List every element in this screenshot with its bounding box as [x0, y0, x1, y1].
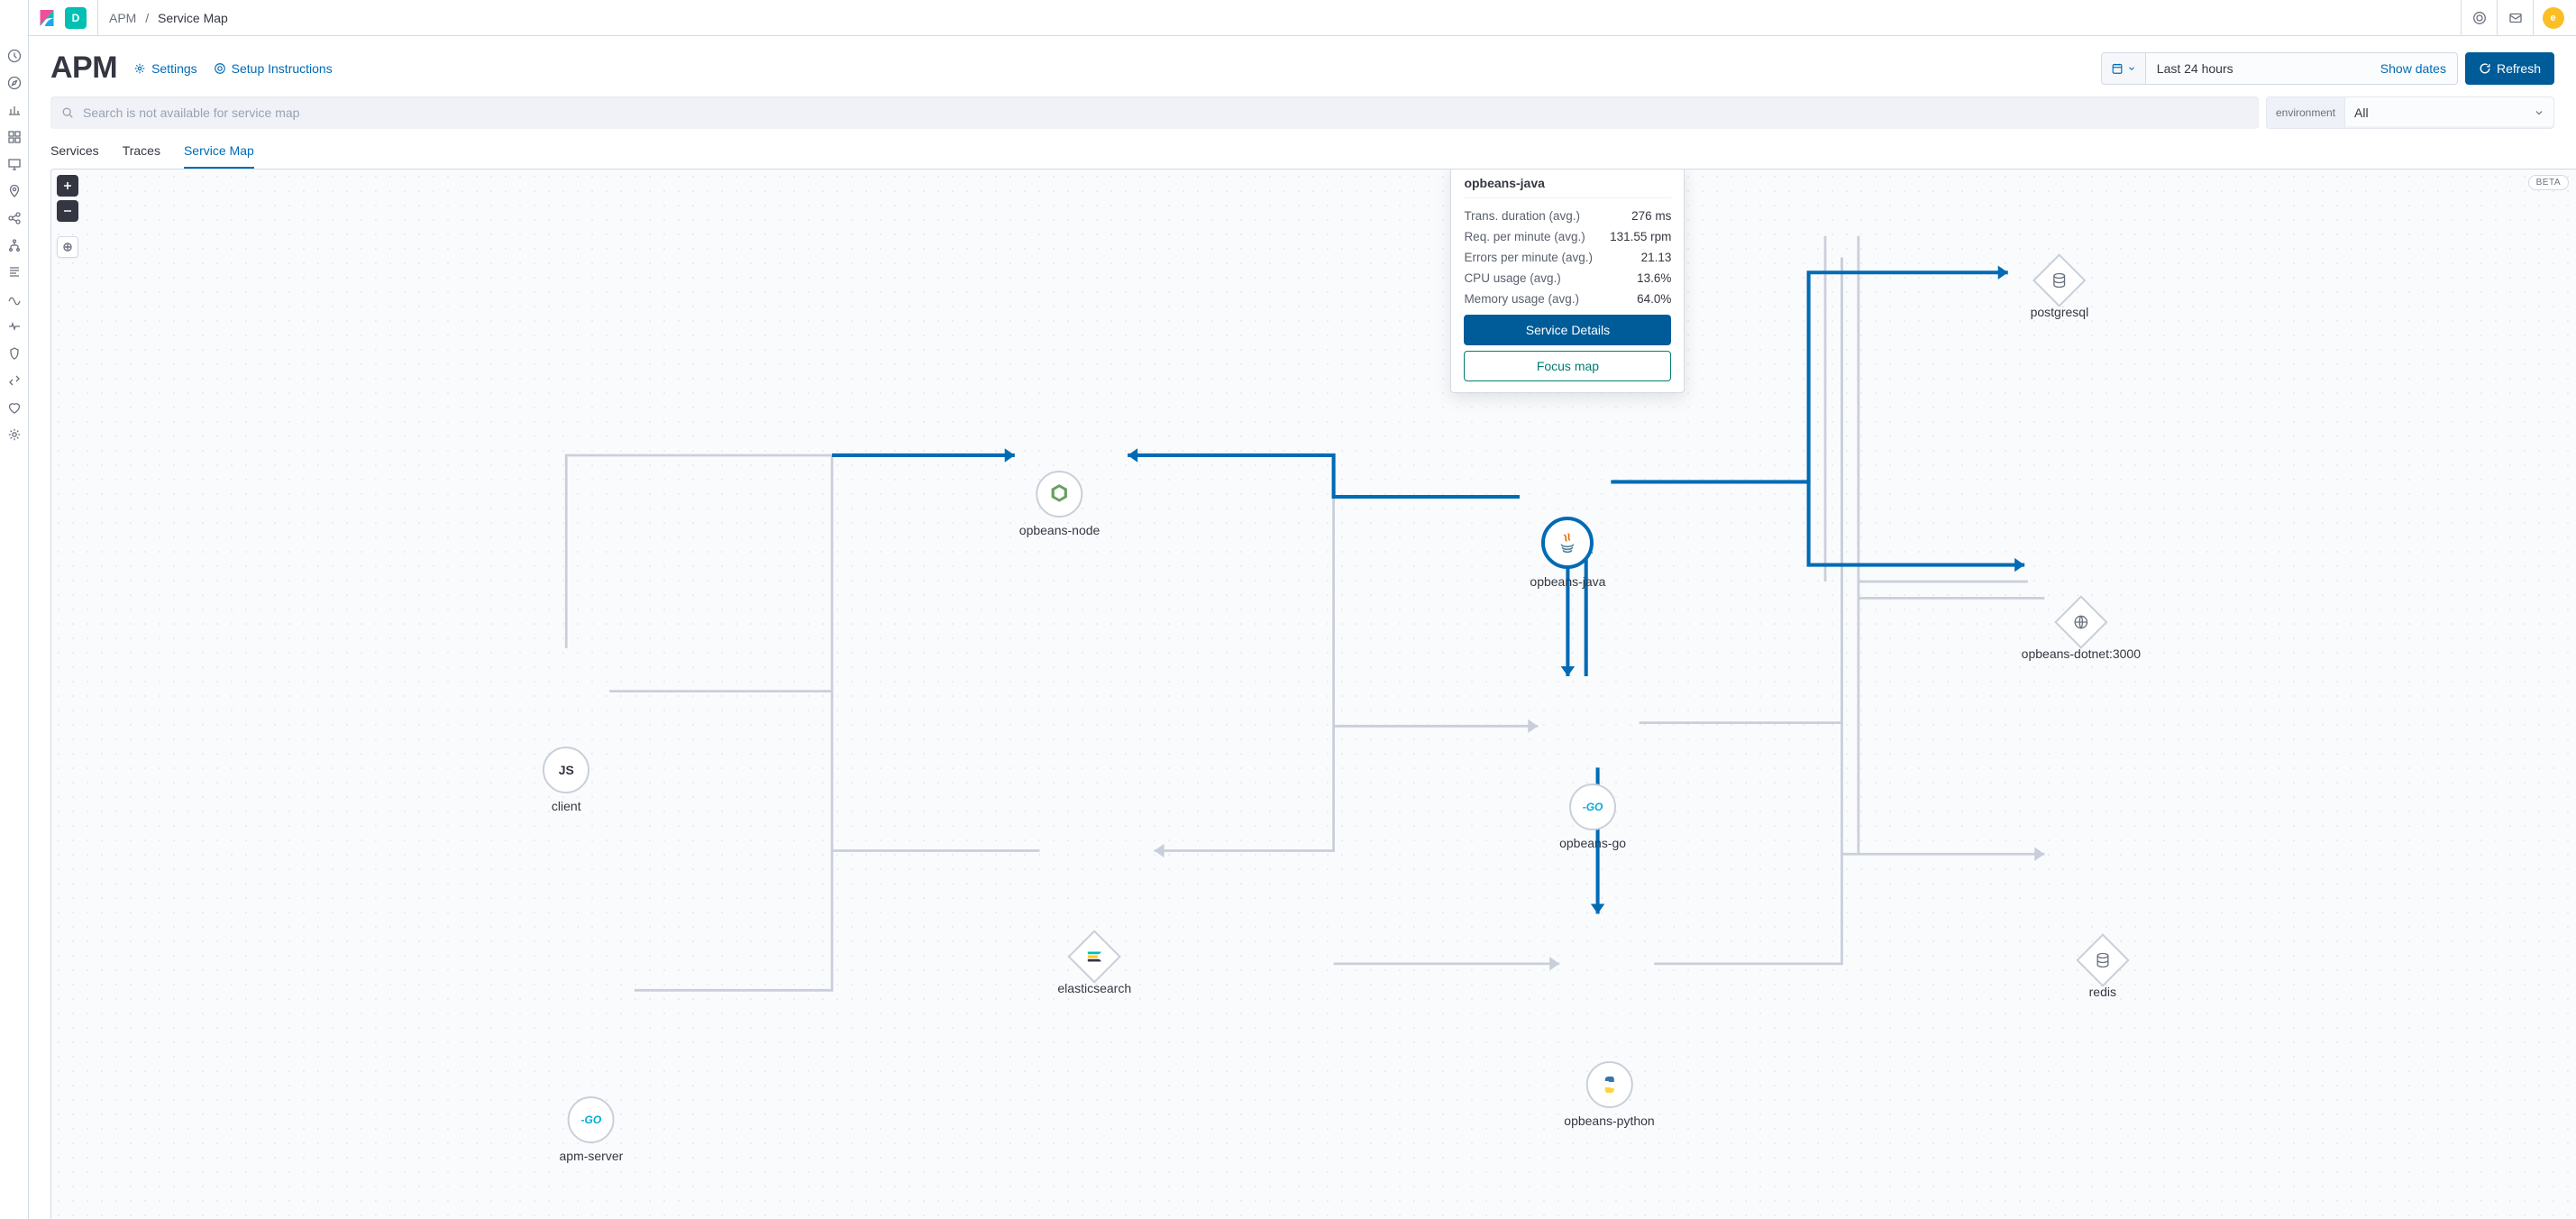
popover-row: Trans. duration (avg.)276 ms	[1464, 206, 1671, 226]
popover-row: Memory usage (avg.)64.0%	[1464, 289, 1671, 309]
tab-services[interactable]: Services	[50, 143, 99, 169]
node-opbeans-python[interactable]: opbeans-python	[1564, 1061, 1654, 1128]
tab-traces[interactable]: Traces	[123, 143, 160, 169]
service-popover: opbeans-java Trans. duration (avg.)276 m…	[1450, 169, 1685, 393]
search-placeholder: Search is not available for service map	[83, 105, 299, 120]
setup-link[interactable]: Setup Instructions	[214, 61, 333, 76]
dashboard-icon[interactable]	[7, 130, 22, 144]
node-elasticsearch[interactable]: elasticsearch	[1057, 938, 1131, 995]
canvas-icon[interactable]	[7, 157, 22, 171]
uptime-icon[interactable]	[7, 319, 22, 334]
monitor-icon[interactable]	[7, 400, 22, 415]
page-title: APM	[50, 50, 117, 86]
node-redis[interactable]: redis	[2084, 941, 2122, 999]
node-label: client	[552, 799, 581, 813]
apm-icon[interactable]	[7, 292, 22, 307]
maps-icon[interactable]	[7, 184, 22, 198]
service-details-button[interactable]: Service Details	[1464, 315, 1671, 345]
node-label: opbeans-java	[1530, 574, 1605, 589]
refresh-button[interactable]: Refresh	[2465, 52, 2554, 85]
settings-link[interactable]: Settings	[133, 61, 197, 76]
breadcrumb-current: Service Map	[158, 11, 228, 25]
search-icon	[61, 106, 74, 119]
popover-title: opbeans-java	[1464, 176, 1671, 198]
nav-rail	[0, 0, 29, 1219]
show-dates-link[interactable]: Show dates	[2380, 53, 2457, 84]
search-row: Search is not available for service map …	[29, 93, 2576, 129]
help-icon[interactable]	[2461, 0, 2497, 36]
node-opbeans-go[interactable]: -GOopbeans-go	[1559, 784, 1626, 850]
chevron-down-icon	[2525, 107, 2553, 118]
siem-icon[interactable]	[7, 346, 22, 361]
node-label: opbeans-node	[1019, 523, 1101, 537]
node-label: opbeans-go	[1559, 836, 1626, 850]
node-label: apm-server	[559, 1149, 623, 1163]
environment-value: All	[2345, 105, 2525, 120]
avatar: e	[2543, 7, 2564, 29]
service-map-canvas[interactable]: BETA JSclientopbeans-nodeopbeans-java-GO…	[50, 169, 2576, 1219]
node-postgresql[interactable]: postgresql	[2031, 261, 2089, 319]
search-input: Search is not available for service map	[50, 96, 2259, 129]
discover-icon[interactable]	[7, 76, 22, 90]
tab-service-map[interactable]: Service Map	[184, 143, 254, 169]
global-header: D APM / Service Map e	[29, 0, 2576, 36]
node-opbeans-dotnet[interactable]: opbeans-dotnet:3000	[2022, 603, 2141, 661]
tabs: Services Traces Service Map	[29, 129, 2576, 169]
environment-select[interactable]: environment All	[2266, 96, 2554, 129]
breadcrumb-root[interactable]: APM	[109, 11, 136, 25]
logs-icon[interactable]	[7, 265, 22, 280]
popover-row: Errors per minute (avg.)21.13	[1464, 247, 1671, 268]
date-range-text: Last 24 hours	[2146, 53, 2380, 84]
focus-map-button[interactable]: Focus map	[1464, 351, 1671, 381]
environment-label: environment	[2267, 97, 2345, 128]
user-menu[interactable]: e	[2533, 0, 2569, 36]
node-opbeans-node[interactable]: opbeans-node	[1019, 471, 1101, 537]
newsfeed-icon[interactable]	[2497, 0, 2533, 36]
popover-row: Req. per minute (avg.)131.55 rpm	[1464, 226, 1671, 247]
mgmt-icon[interactable]	[7, 427, 22, 442]
node-label: opbeans-python	[1564, 1114, 1654, 1128]
ml-icon[interactable]	[7, 211, 22, 225]
chevron-down-icon	[2127, 64, 2136, 73]
recent-icon[interactable]	[7, 49, 22, 63]
infra-icon[interactable]	[7, 238, 22, 252]
space-selector[interactable]: D	[65, 7, 87, 29]
node-apm-server[interactable]: -GOapm-server	[559, 1096, 623, 1163]
node-opbeans-java[interactable]: opbeans-java	[1530, 517, 1605, 589]
page-header: APM Settings Setup Instructions Last 24 …	[29, 36, 2576, 93]
edges-layer	[51, 170, 2576, 1067]
node-client[interactable]: JSclient	[543, 747, 589, 813]
kibana-logo-icon[interactable]	[36, 7, 58, 29]
breadcrumb: APM / Service Map	[109, 11, 228, 25]
date-picker[interactable]: Last 24 hours Show dates	[2101, 52, 2458, 85]
popover-row: CPU usage (avg.)13.6%	[1464, 268, 1671, 289]
dev-icon[interactable]	[7, 373, 22, 388]
space-letter: D	[72, 12, 80, 24]
calendar-icon[interactable]	[2102, 53, 2146, 84]
visualize-icon[interactable]	[7, 103, 22, 117]
